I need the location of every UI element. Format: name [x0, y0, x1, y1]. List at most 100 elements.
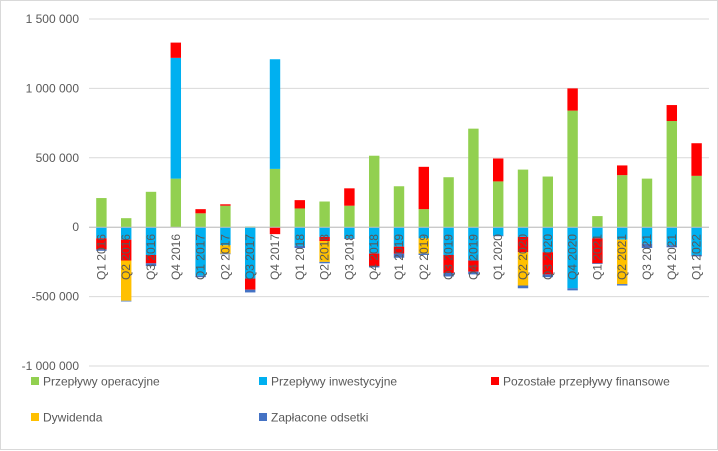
bar-segment-series-1	[145, 227, 157, 255]
x-tick-label: Q4 2016	[169, 234, 183, 280]
bar-segment-series-1	[517, 227, 529, 237]
bar-segment-series-4	[344, 238, 355, 239]
bar-segment-series-4	[120, 300, 132, 302]
bar-segment-series-0	[145, 191, 157, 228]
x-tick-label: Q2 2017	[218, 234, 232, 280]
bar-segment-series-1	[96, 227, 107, 239]
bar-segment-series-4	[195, 275, 206, 278]
bar-segment-series-3	[319, 241, 330, 262]
bar-segment-series-3	[120, 260, 132, 301]
bar-segment-series-4	[542, 274, 554, 278]
bar-segment-series-0	[368, 155, 380, 228]
bar-segment-series-2	[443, 254, 454, 274]
y-tick-label: 1 000 000	[26, 81, 80, 95]
x-tick-label: Q4 2019	[466, 234, 480, 280]
bar-segment-series-2	[294, 200, 306, 209]
x-tick-label: Q3 2016	[144, 234, 158, 280]
x-tick-label: Q1 2021	[590, 234, 604, 280]
x-tick-label: Q1 2018	[293, 234, 307, 280]
bar-segment-series-2	[145, 254, 157, 264]
bar-segment-series-1	[319, 227, 330, 237]
bar-segment-series-2	[244, 278, 256, 290]
bar-segment-series-3	[220, 245, 231, 254]
bar-segment-series-4	[294, 245, 306, 249]
bar-segment-series-3	[418, 238, 430, 254]
bar-segment-series-0	[666, 121, 678, 228]
legend-swatch	[491, 377, 499, 385]
bar-segment-series-1	[443, 227, 454, 255]
x-tick-label: Q3 2021	[640, 234, 654, 280]
bar-segment-series-4	[616, 284, 628, 286]
bar-segment-series-0	[592, 216, 603, 228]
bar-segment-series-2	[195, 209, 206, 214]
bar-segment-series-1	[294, 227, 306, 246]
legend-label: Zapłacone odsetki	[271, 411, 368, 425]
x-tick-label: Q2 2016	[119, 234, 133, 280]
legend-swatch	[31, 413, 39, 421]
bar-segment-series-2	[220, 204, 231, 206]
bar-segment-series-1	[542, 227, 554, 253]
bar-segment-series-4	[244, 289, 256, 293]
bar-segment-series-2	[319, 236, 330, 242]
bar-segment-series-0	[567, 110, 578, 228]
bar-segment-series-0	[468, 128, 479, 228]
bar-segment-series-0	[344, 205, 355, 228]
bar-segment-series-2	[542, 252, 554, 275]
bar-segment-series-3	[616, 239, 628, 285]
bar-segment-series-0	[641, 178, 653, 228]
legend-label: Pozostałe przepływy finansowe	[503, 375, 670, 389]
bar-segment-series-0	[220, 205, 231, 228]
x-tick-label: Q2 2020	[516, 234, 530, 280]
bar-segment-series-1	[220, 227, 231, 246]
bar-segment-series-0	[443, 177, 454, 228]
x-tick-label: Q3 2020	[541, 234, 555, 280]
bar-segment-series-4	[468, 271, 479, 275]
bar-segment-series-1	[269, 59, 281, 169]
bar-segment-series-0	[269, 168, 281, 228]
x-tick-label: Q3 2018	[342, 234, 356, 280]
bar-segment-series-1	[592, 227, 603, 239]
bar-segment-series-4	[517, 285, 529, 289]
y-tick-label: -1 000 000	[22, 359, 80, 373]
bar-segment-series-1	[492, 227, 504, 236]
x-tick-label: Q1 2019	[392, 234, 406, 280]
x-tick-label: Q4 2020	[566, 234, 580, 280]
legend-label: Dywidenda	[43, 411, 103, 425]
bar-segment-series-2	[517, 236, 529, 253]
bar-segment-series-1	[616, 227, 628, 240]
bar-segment-series-1	[691, 227, 702, 255]
bar-segment-series-2	[393, 246, 405, 254]
x-tick-label: Q1 2022	[690, 234, 704, 280]
bar-segment-series-2	[492, 158, 504, 182]
bar-segment-series-1	[195, 227, 206, 276]
bar-segment-series-0	[418, 209, 430, 228]
y-tick-label: 500 000	[36, 151, 80, 165]
x-tick-label: Q2 2019	[417, 234, 431, 280]
y-tick-label: 0	[72, 220, 79, 234]
bar-segment-series-4	[641, 243, 653, 249]
bar-segment-series-2	[468, 260, 479, 272]
x-tick-label: Q3 2019	[442, 234, 456, 280]
bar-segment-series-0	[616, 175, 628, 228]
legend-label: Przepływy operacyjne	[43, 375, 160, 389]
legend-swatch	[31, 377, 39, 385]
x-tick-label: Q4 2017	[268, 234, 282, 280]
legend-swatch	[259, 413, 267, 421]
bar-segment-series-0	[542, 176, 554, 228]
bar-segment-series-2	[368, 253, 380, 267]
bar-segment-series-4	[567, 288, 578, 291]
bar-segment-series-2	[418, 166, 430, 210]
bar-segment-series-0	[393, 186, 405, 228]
bar-segment-series-1	[170, 57, 182, 179]
x-tick-label: Q4 2021	[665, 234, 679, 280]
bar-segment-series-3	[517, 252, 529, 286]
y-tick-label: 1 500 000	[26, 12, 80, 26]
bar-segment-series-1	[344, 227, 355, 239]
bar-segment-series-0	[517, 169, 529, 228]
bar-segment-series-2	[170, 42, 182, 58]
bar-segment-series-1	[393, 227, 405, 247]
bar-segment-series-4	[691, 254, 702, 257]
legend-label: Przepływy inwestycyjne	[271, 375, 397, 389]
x-tick-label: Q3 2017	[243, 234, 257, 280]
